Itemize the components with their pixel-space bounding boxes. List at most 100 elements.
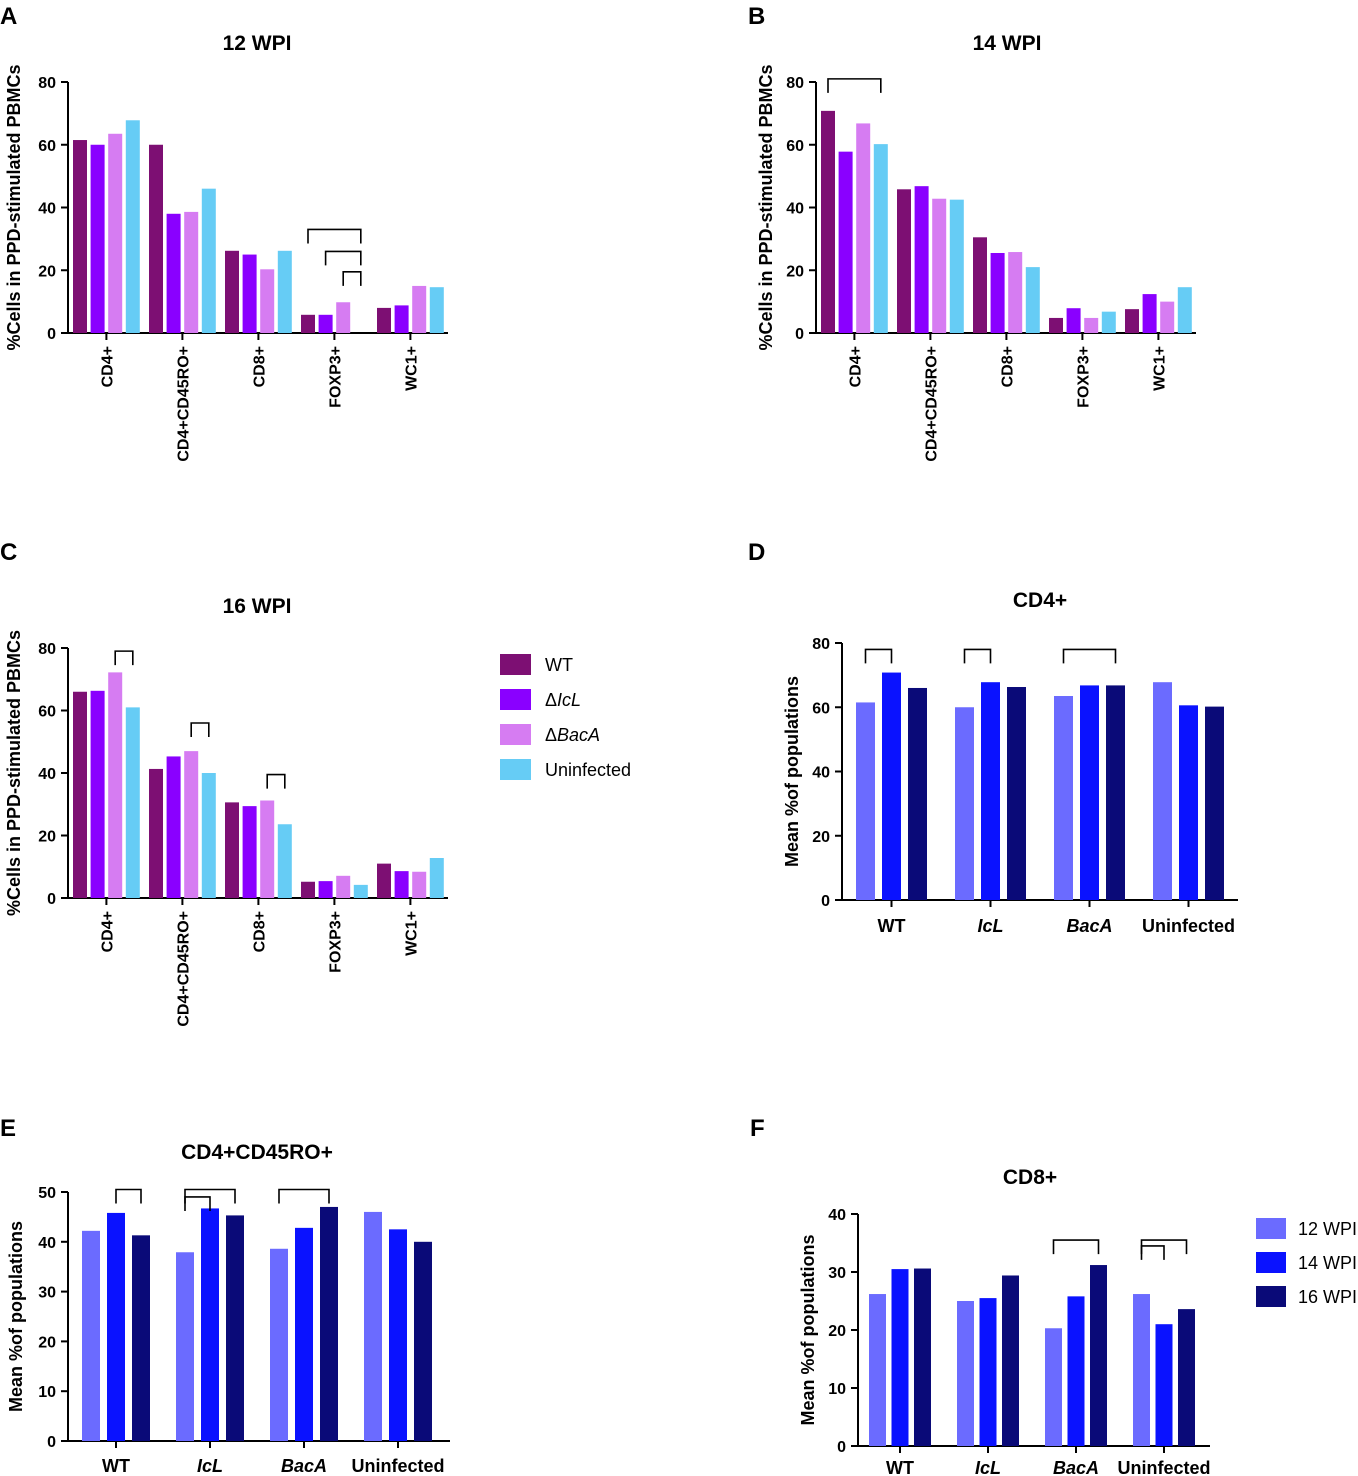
bar (184, 751, 199, 898)
bar (377, 863, 391, 898)
bar (1125, 309, 1139, 333)
x-tick-label: IcL (975, 1458, 1001, 1476)
bar (336, 875, 351, 898)
y-tick-label: 10 (38, 1384, 56, 1401)
significance-bracket (342, 271, 362, 286)
bar (973, 237, 987, 333)
bar (1133, 1294, 1150, 1446)
bar (184, 211, 199, 333)
y-tick-label: 80 (786, 75, 804, 92)
bar (277, 824, 292, 898)
bar (897, 189, 911, 333)
significance-bracket (1052, 1239, 1100, 1255)
y-tick-label: 30 (38, 1285, 56, 1302)
bar (856, 702, 875, 900)
chart-title: CD4+ (1013, 589, 1067, 612)
bar (990, 252, 1005, 333)
bar (336, 302, 351, 333)
y-tick-label: 20 (38, 1334, 56, 1351)
x-tick-label: WT (878, 916, 906, 936)
panel-c: C 16 WPI %Cells in PPD-stimulated PBMCs 0 20… (0, 539, 448, 1027)
y-tick-label: 60 (786, 138, 804, 155)
y-tick-label: 60 (812, 700, 830, 717)
bar (260, 269, 275, 333)
chart-title: 14 WPI (973, 32, 1042, 55)
bar (90, 690, 105, 898)
legend-swatch (1256, 1286, 1286, 1307)
legend-swatch (500, 654, 531, 675)
bar (125, 120, 140, 333)
bar (364, 1211, 382, 1441)
panel-label: D (748, 539, 765, 566)
bar (838, 151, 853, 333)
y-tick-label: 0 (47, 326, 56, 343)
bar (412, 285, 427, 333)
bar (201, 1208, 219, 1441)
bar (353, 884, 368, 898)
x-tick-label: Uninfected (1142, 916, 1235, 936)
x-tick-label: WT (102, 1456, 130, 1476)
bar (429, 287, 444, 333)
bar (1025, 267, 1040, 333)
significance-bracket (827, 78, 882, 93)
legend-swatch (1256, 1252, 1286, 1273)
bar (955, 707, 974, 900)
legend-swatch (500, 724, 531, 745)
legend-label: ΔBacA (545, 725, 600, 745)
bar (1177, 287, 1192, 333)
panel-d: D CD4+ Mean %of populations 0 20 40 60 80 WT IcL B… (748, 539, 1238, 936)
legend-swatch (500, 759, 531, 780)
bar (260, 800, 275, 898)
panel-label: C (0, 539, 17, 566)
legend-label: Uninfected (545, 760, 631, 780)
y-axis-label: %Cells in PPD-stimulated PBMCs (4, 64, 24, 350)
y-tick-label: 30 (828, 1265, 846, 1282)
x-tick-label: Uninfected (351, 1456, 444, 1476)
bar (225, 802, 239, 898)
bar (979, 1298, 997, 1446)
bar (869, 1294, 886, 1446)
legend-swatch (500, 689, 531, 710)
x-tick-label: CD4+ (99, 911, 116, 952)
y-tick-label: 40 (38, 766, 56, 783)
y-tick-label: 40 (38, 1235, 56, 1252)
bar (295, 1227, 313, 1441)
x-tick-label: CD8+ (999, 346, 1016, 387)
panel-label: A (0, 3, 17, 30)
bar (891, 1269, 909, 1446)
bar (389, 1229, 407, 1441)
y-tick-label: 40 (38, 201, 56, 218)
bar (318, 881, 333, 898)
legend-label: 14 WPI (1298, 1253, 1357, 1273)
bar (821, 110, 835, 334)
significance-bracket (278, 1188, 330, 1204)
x-tick-label: CD4+CD45RO+ (175, 911, 192, 1027)
bar (270, 1248, 288, 1441)
bar (1080, 685, 1099, 900)
bar (166, 756, 181, 898)
y-axis-label: Mean %of populations (782, 676, 802, 867)
bar (932, 198, 947, 333)
legend-label: WT (545, 655, 573, 675)
legend-label: 16 WPI (1298, 1287, 1357, 1307)
bar (1142, 294, 1157, 333)
y-tick-label: 50 (38, 1185, 56, 1202)
bar (320, 1206, 338, 1441)
y-tick-label: 80 (38, 75, 56, 92)
x-tick-label: BacA (1066, 916, 1112, 936)
significance-bracket (1140, 1245, 1165, 1260)
bar (73, 691, 87, 898)
bar (1002, 1275, 1019, 1446)
x-tick-label: FOXP3+ (327, 346, 344, 408)
y-tick-label: 0 (795, 326, 804, 343)
panel-e: E CD4+CD45RO+ Mean %of populations 0 10 20 30 4… (0, 1115, 450, 1476)
bar (1101, 311, 1116, 333)
significance-bracket (307, 228, 362, 244)
bar (108, 672, 123, 898)
y-tick-label: 60 (38, 138, 56, 155)
legend-label: ΔIcL (545, 690, 581, 710)
chart-title: 16 WPI (223, 595, 292, 618)
bar (1049, 317, 1063, 333)
bar (201, 188, 216, 333)
